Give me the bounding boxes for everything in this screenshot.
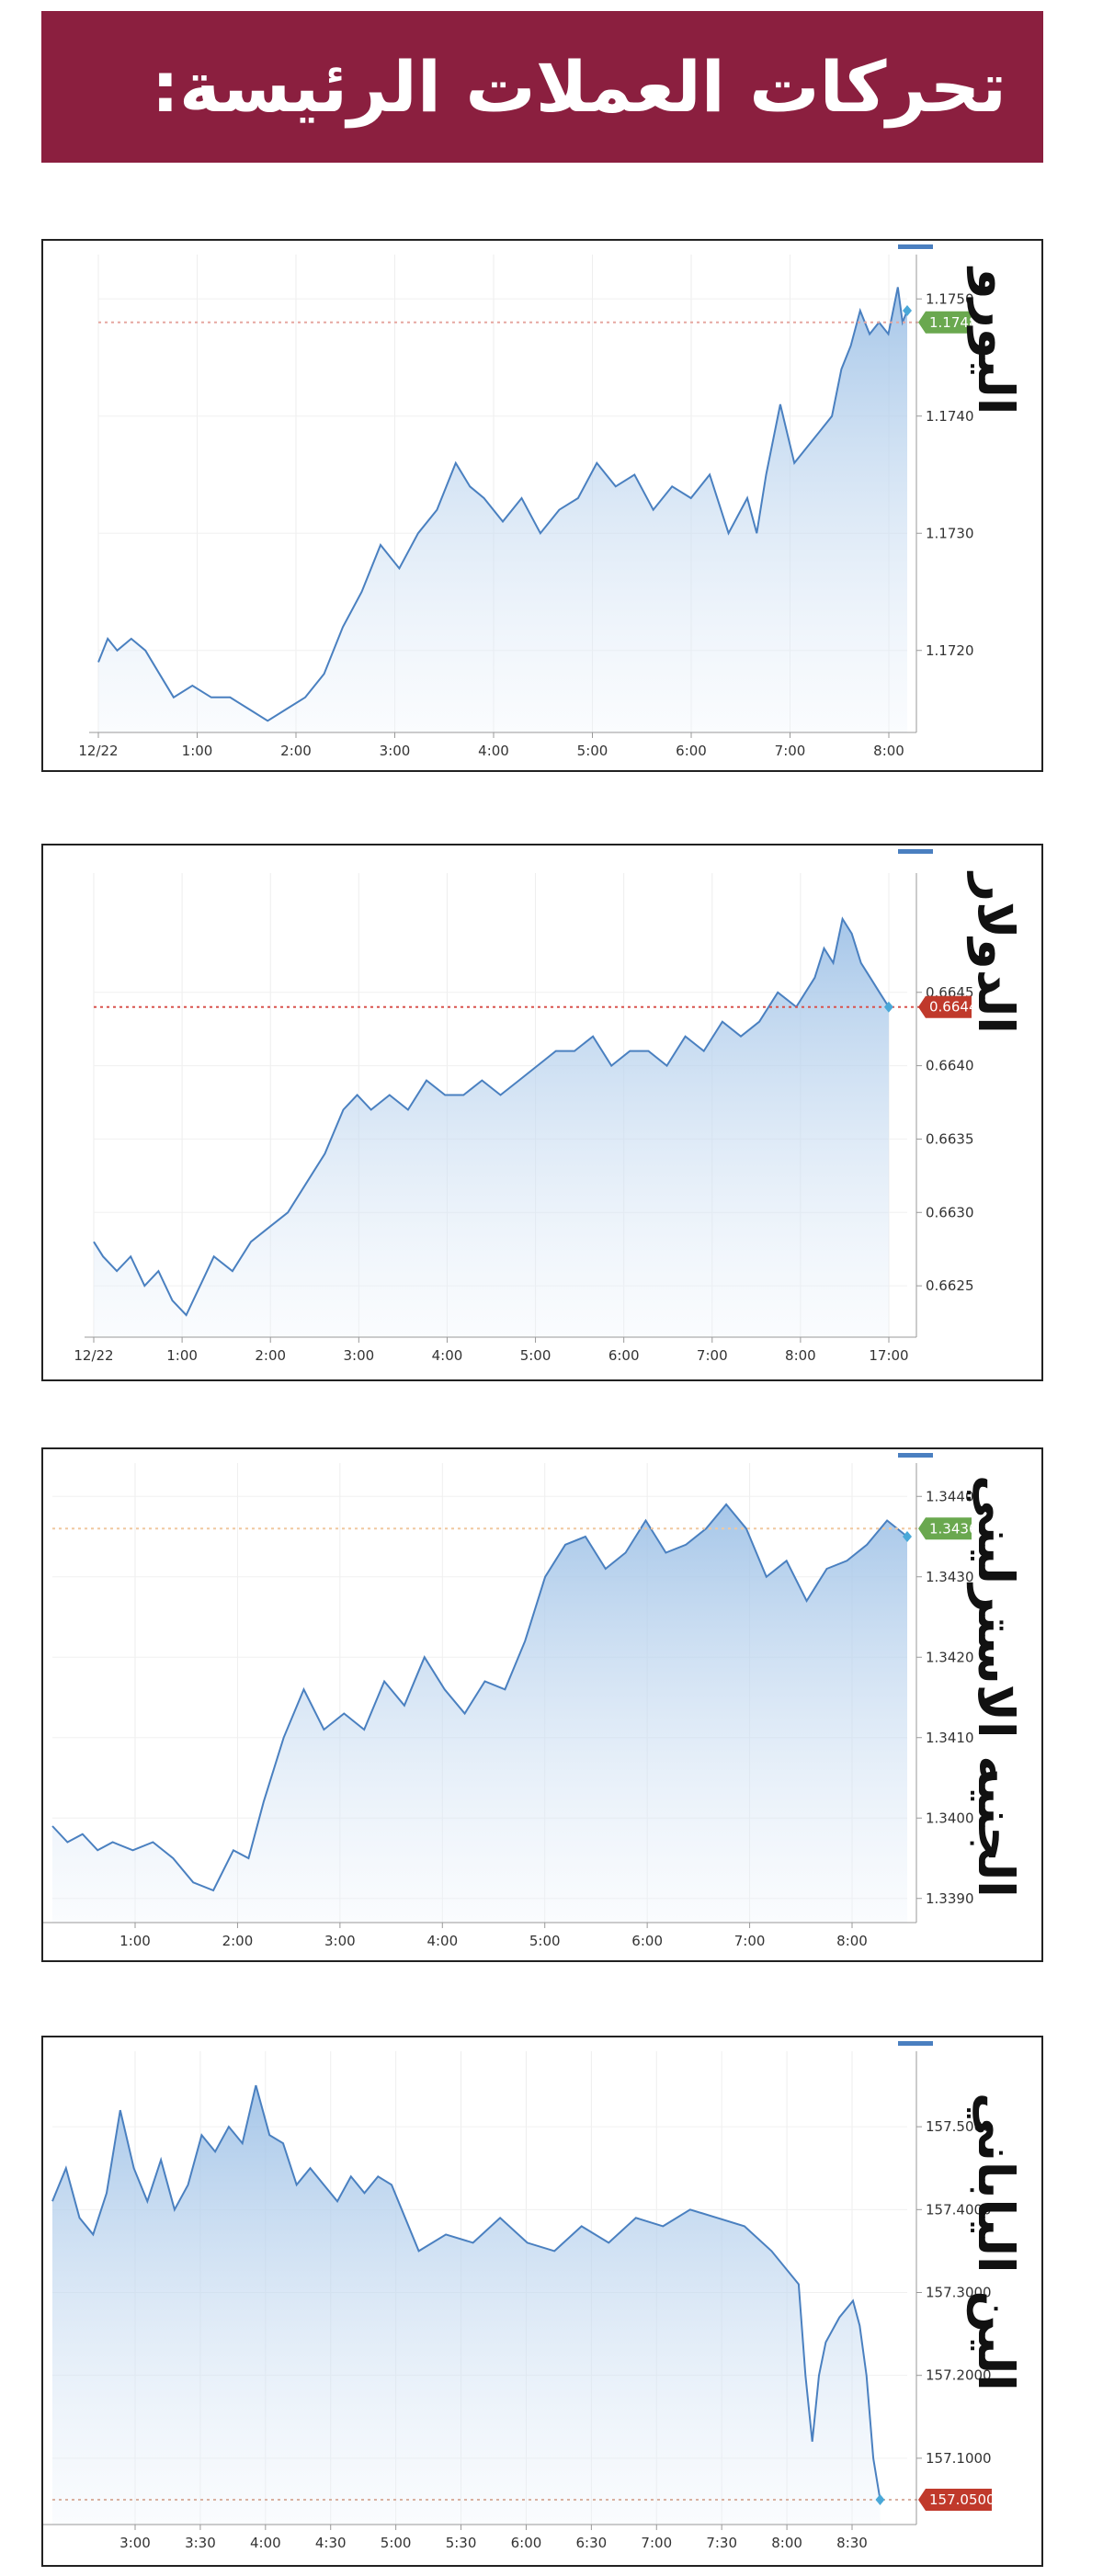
y-tick-label: 157.5000 <box>926 2118 992 2135</box>
currency-name-jpy: الين الياباني <box>967 2093 1025 2391</box>
y-tick-label: 1.3390 <box>926 1890 974 1907</box>
x-tick-label: 4:30 <box>315 2535 347 2551</box>
y-tick-label: 1.1740 <box>926 408 974 425</box>
chart-jpy: 157.5000 157.4000 157.3000 157.2000 157.1000… <box>43 2041 995 2551</box>
x-tick-label: 7:00 <box>775 743 806 759</box>
y-tick-label: 1.3420 <box>926 1649 974 1665</box>
y-tick-label: 1.1720 <box>926 642 974 659</box>
current-value-label: 157.0500 <box>929 2491 995 2508</box>
x-tick-label: 2:00 <box>222 1933 254 1949</box>
y-tick-label: 1.3410 <box>926 1730 974 1746</box>
x-tick-label: 1:00 <box>182 743 213 759</box>
chart-panel-jpy: 157.5000 157.4000 157.3000 157.2000 157.1000… <box>41 2036 1043 2567</box>
x-tick-label: 6:00 <box>608 1347 640 1364</box>
current-value-label: 0.6644 <box>929 999 978 1016</box>
page-title: تحركات العملات الرئيسة: <box>151 46 1006 128</box>
current-value-badge <box>918 995 972 1018</box>
y-tick-label: 1.1730 <box>926 525 974 541</box>
x-tick-label: 1:00 <box>166 1347 198 1364</box>
x-tick-label: 5:00 <box>529 1933 561 1949</box>
x-tick-label: 7:00 <box>641 2535 672 2551</box>
x-tick-label: 2:00 <box>280 743 312 759</box>
y-tick-label: 157.1000 <box>926 2450 992 2467</box>
series-area <box>52 1504 907 1923</box>
legend-mark <box>898 1453 933 1458</box>
y-tick-label: 1.1750 <box>926 290 974 307</box>
x-tick-label: 3:00 <box>343 1347 374 1364</box>
x-tick-label: 1:00 <box>119 1933 151 1949</box>
x-tick-label: 8:00 <box>836 1933 868 1949</box>
header-banner: تحركات العملات الرئيسة: <box>41 11 1043 163</box>
x-tick-label: 4:00 <box>432 1347 463 1364</box>
last-point-marker <box>903 305 912 316</box>
current-value-badge <box>918 311 972 334</box>
x-tick-label: 6:00 <box>631 1933 663 1949</box>
last-point-marker <box>903 1531 912 1542</box>
y-tick-label: 0.6635 <box>926 1130 974 1147</box>
current-value-badge <box>918 2488 992 2511</box>
x-tick-label: 3:00 <box>324 1933 356 1949</box>
currency-name-usd: الدولار <box>967 873 1025 1034</box>
x-tick-label: 6:30 <box>576 2535 608 2551</box>
current-value-badge <box>918 1517 972 1540</box>
x-tick-label: 8:00 <box>873 743 904 759</box>
x-tick-label: 3:30 <box>185 2535 216 2551</box>
y-tick-label: 0.6640 <box>926 1058 974 1074</box>
current-value-label: 1.1748 <box>929 314 978 331</box>
x-tick-label: 8:00 <box>771 2535 802 2551</box>
y-tick-label: 1.3430 <box>926 1569 974 1585</box>
x-tick-label: 5:00 <box>577 743 608 759</box>
chart-gbp: 1.3440 1.3430 1.3420 1.3410 1.3400 1.3390 1:00… <box>43 1453 978 1949</box>
series-area <box>98 287 907 732</box>
chart-panel-gbp: 1.3440 1.3430 1.3420 1.3410 1.3400 1.3390 1:00… <box>41 1447 1043 1962</box>
x-tick-label: 6:00 <box>511 2535 542 2551</box>
last-point-marker <box>883 1001 893 1013</box>
legend-mark <box>898 244 933 249</box>
y-tick-label: 157.4000 <box>926 2201 992 2218</box>
x-tick-label: 2:00 <box>255 1347 286 1364</box>
x-tick-label: 5:00 <box>520 1347 552 1364</box>
x-tick-label: 3:00 <box>119 2535 151 2551</box>
y-tick-label: 1.3400 <box>926 1810 974 1826</box>
x-tick-label: 5:30 <box>446 2535 477 2551</box>
x-tick-label: 6:00 <box>676 743 707 759</box>
current-value-label: 1.3436 <box>929 1520 978 1537</box>
series-area <box>94 918 889 1337</box>
y-tick-label: 157.3000 <box>926 2285 992 2301</box>
x-tick-label: 7:00 <box>697 1347 728 1364</box>
y-tick-label: 157.2000 <box>926 2367 992 2384</box>
x-tick-label: 7:00 <box>734 1933 766 1949</box>
x-tick-label: 5:00 <box>381 2535 412 2551</box>
chart-panel-eur: 1.1750 1.1740 1.1730 1.1720 12/22 1:00 2:00 3:0… <box>41 239 1043 772</box>
series-area <box>52 2085 881 2525</box>
x-tick-label: 17:00 <box>869 1347 908 1364</box>
series-line <box>51 1503 908 1892</box>
y-tick-label: 1.3440 <box>926 1488 974 1504</box>
x-tick-label: 8:30 <box>836 2535 868 2551</box>
chart-panel-usd: 0.6645 0.6640 0.6635 0.6630 0.6625 12/22 1:00 2… <box>41 844 1043 1381</box>
y-tick-label: 0.6625 <box>926 1277 974 1294</box>
chart-eur: 1.1750 1.1740 1.1730 1.1720 12/22 1:00 2:00 3:0… <box>78 244 978 759</box>
series-line <box>93 916 890 1317</box>
series-line <box>97 287 908 722</box>
x-tick-label: 8:00 <box>785 1347 816 1364</box>
x-tick-label: 4:00 <box>426 1933 458 1949</box>
x-tick-label: 3:00 <box>380 743 411 759</box>
legend-mark <box>898 849 933 854</box>
x-tick-label: 7:30 <box>706 2535 737 2551</box>
x-tick-label: 12/22 <box>78 743 118 759</box>
currency-name-eur: اليورو <box>967 268 1025 415</box>
currency-name-gbp: الجنيه الاسترليني <box>967 1475 1025 1898</box>
x-tick-label: 4:00 <box>478 743 509 759</box>
legend-mark <box>898 2041 933 2046</box>
x-tick-label: 4:00 <box>250 2535 281 2551</box>
last-point-marker <box>875 2493 885 2505</box>
series-line <box>51 2084 881 2501</box>
y-tick-label: 0.6630 <box>926 1204 974 1220</box>
x-tick-label: 12/22 <box>74 1347 113 1364</box>
